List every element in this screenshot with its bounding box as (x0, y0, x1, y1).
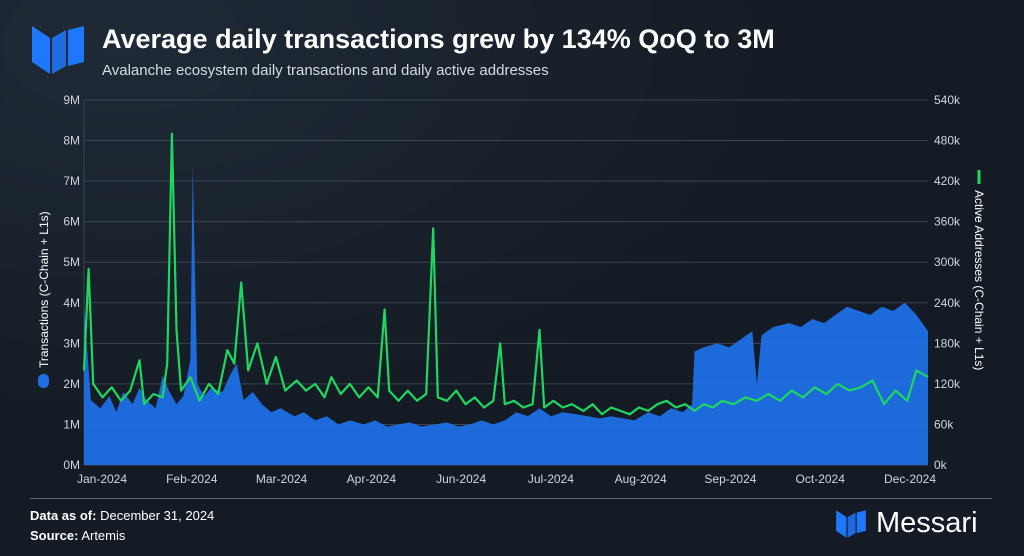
left-tick-label: 6M (63, 215, 80, 229)
chart-subtitle: Avalanche ecosystem daily transactions a… (102, 62, 549, 79)
left-tick-label: 0M (63, 458, 80, 472)
active-addresses-line (82, 132, 929, 416)
left-axis-title-group: Transactions (C-Chain + L1s) (37, 211, 51, 388)
right-tick-label: 540k (934, 93, 961, 107)
left-tick-label: 4M (63, 296, 80, 310)
messari-logo-icon (836, 509, 866, 538)
right-tick-label: 300k (934, 255, 961, 269)
x-tick-label: Mar-2024 (256, 472, 308, 486)
right-tick-label: 0k (934, 458, 948, 472)
x-tick-label: Oct-2024 (796, 472, 846, 486)
transactions-area (84, 164, 928, 465)
left-tick-label: 7M (63, 174, 80, 188)
x-axis-ticks: Jan-2024 Feb-2024 Mar-2024 Apr-2024 Jun-2024… (77, 472, 936, 486)
x-tick-label: Feb-2024 (166, 472, 218, 486)
x-tick-label: Dec-2024 (884, 472, 936, 486)
footer-source: Source: Artemis (30, 528, 125, 543)
data-as-of-label: Data as of: (30, 508, 97, 523)
right-tick-label: 240k (934, 296, 961, 310)
right-axis-title-group: Active Addresses (C-Chain + L1s) (972, 170, 986, 370)
right-tick-label: 120k (934, 377, 961, 391)
right-tick-label: 420k (934, 174, 961, 188)
right-tick-label: 360k (934, 215, 961, 229)
footer-data-as-of: Data as of: December 31, 2024 (30, 508, 214, 523)
right-tick-label: 60k (934, 417, 954, 431)
x-tick-label: Aug-2024 (615, 472, 667, 486)
left-tick-label: 8M (63, 134, 80, 148)
legend-pill-icon (38, 374, 49, 388)
left-tick-label: 5M (63, 255, 80, 269)
footer-divider (30, 498, 992, 499)
left-axis-ticks: 0M 1M 2M 3M 4M 5M 6M 7M 8M 9M (63, 93, 80, 472)
left-tick-label: 2M (63, 377, 80, 391)
x-tick-label: Apr-2024 (347, 472, 397, 486)
source-value: Artemis (81, 528, 126, 543)
x-tick-label: Jul-2024 (528, 472, 574, 486)
source-label: Source: (30, 528, 79, 543)
x-tick-label: Jun-2024 (436, 472, 486, 486)
brand-name: Messari (876, 507, 978, 539)
brand-logo: Messari (834, 507, 978, 540)
x-tick-label: Sep-2024 (704, 472, 756, 486)
left-tick-label: 1M (63, 417, 80, 431)
data-as-of-value: December 31, 2024 (100, 508, 215, 523)
active-addresses-series (82, 132, 929, 416)
messari-logo-icon (32, 26, 84, 74)
chart-title: Average daily transactions grew by 134% … (102, 24, 775, 54)
left-tick-label: 9M (63, 93, 80, 107)
right-axis-ticks: 0k 60k 120k 180k 240k 300k 360k 420k 480k 540k (934, 93, 961, 472)
right-tick-label: 180k (934, 336, 961, 350)
left-axis-title: Transactions (C-Chain + L1s) (37, 211, 51, 368)
right-tick-label: 480k (934, 134, 961, 148)
x-tick-label: Jan-2024 (77, 472, 127, 486)
right-axis-title: Active Addresses (C-Chain + L1s) (972, 190, 986, 370)
transactions-series (84, 164, 928, 465)
left-tick-label: 3M (63, 336, 80, 350)
